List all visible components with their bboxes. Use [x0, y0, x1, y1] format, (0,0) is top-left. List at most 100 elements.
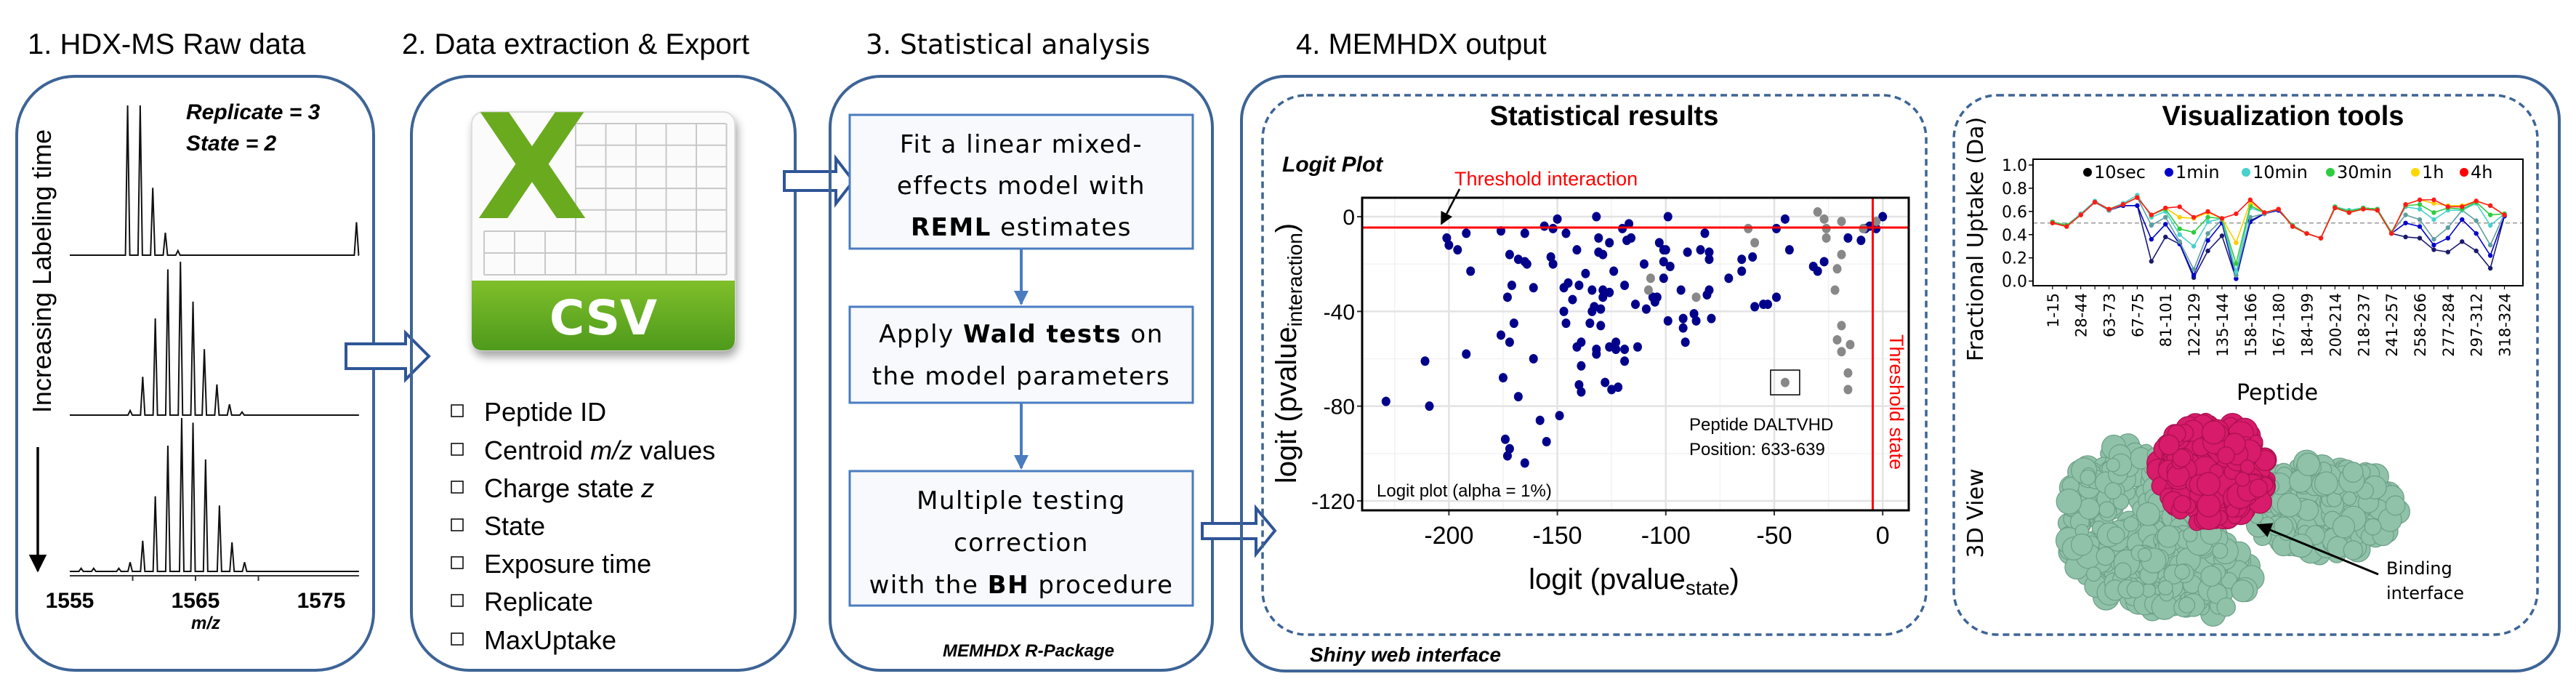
series-point	[2487, 242, 2493, 248]
series-point	[2205, 209, 2210, 214]
text-line: the model parameters	[872, 362, 1171, 391]
stats-panel-title: Statistical results	[1490, 101, 1719, 132]
series-point	[2346, 210, 2352, 215]
series-point	[2290, 224, 2295, 229]
data-point	[1502, 451, 1512, 461]
surface-atom	[2104, 482, 2122, 499]
series-point	[2318, 236, 2324, 241]
data-point	[1592, 344, 1601, 354]
mz-axis-label: m/z	[191, 614, 220, 633]
x-tick-label: 218-237	[2355, 293, 2372, 357]
legend-item: 1min	[2165, 162, 2220, 182]
series-point	[2388, 230, 2394, 236]
surface-atom	[2342, 491, 2357, 506]
data-point	[1676, 285, 1686, 295]
text-segment: on	[1122, 320, 1164, 349]
data-point	[1462, 349, 1471, 359]
x-tick-label: -200	[1424, 522, 1473, 550]
series-point	[2445, 236, 2451, 241]
data-point	[1633, 342, 1642, 352]
data-point	[1585, 318, 1595, 329]
data-point	[1505, 443, 1514, 454]
series-point	[2191, 267, 2197, 272]
surface-atom	[2217, 446, 2235, 465]
data-point	[1837, 347, 1846, 357]
surface-atom	[2197, 472, 2221, 497]
text-line: State	[484, 511, 545, 541]
text-segment: REML	[911, 213, 991, 242]
text-line: with the BH procedure	[869, 571, 1174, 600]
data-point	[1625, 219, 1634, 229]
mz-tick-label: 1565	[172, 589, 220, 613]
protein-3d-structure[interactable]	[2055, 412, 2410, 627]
series-line	[2052, 201, 2505, 279]
data-point	[1659, 257, 1668, 267]
surface-atom	[2249, 478, 2269, 498]
data-point	[1878, 212, 1888, 222]
flow-arrow-2-to-3	[783, 154, 856, 208]
series-point	[2502, 212, 2507, 217]
data-point	[1724, 273, 1734, 284]
text-line: effects model with	[897, 172, 1146, 201]
data-point	[1620, 356, 1630, 366]
text-line: Centroid m/z values	[484, 435, 715, 465]
text-line: Exposure time	[484, 549, 651, 579]
series-point	[2445, 204, 2451, 209]
data-point	[1496, 330, 1505, 340]
text-segment: BH	[988, 571, 1029, 600]
x-tick-label: 258-266	[2412, 293, 2429, 357]
x-axis-label: Peptide	[2237, 380, 2318, 406]
checkbox-icon	[451, 404, 464, 417]
text-segment: the model parameters	[872, 362, 1171, 391]
viz-panel-box	[1952, 94, 2539, 636]
data-point	[1819, 257, 1829, 267]
series-point	[2487, 253, 2493, 258]
legend-item: 4h	[2460, 162, 2492, 182]
logit-plot-title: Logit Plot	[1282, 153, 1384, 177]
checkbox-icon	[451, 594, 464, 607]
data-point	[1737, 254, 1747, 265]
data-point	[1574, 281, 1584, 291]
output-panel: Shiny web interface Statistical results …	[1240, 75, 2561, 672]
series-point	[2234, 261, 2239, 266]
y-tick-label: 0.8	[2002, 180, 2027, 198]
legend-label: 4h	[2471, 162, 2492, 182]
data-point	[1542, 437, 1551, 447]
export-field-item: State	[451, 511, 545, 541]
x-tick-label: 318-324	[2497, 293, 2514, 357]
x-tick-label: -150	[1533, 522, 1582, 550]
csv-label: CSV	[550, 290, 657, 346]
series-point	[2417, 197, 2423, 203]
series-point	[2205, 238, 2210, 243]
series-point	[2262, 210, 2267, 215]
text-segment: Exposure time	[484, 549, 651, 579]
protein-chain-right	[2237, 449, 2410, 566]
surface-atom	[2137, 547, 2152, 562]
export-field-item: Replicate	[451, 587, 593, 616]
series-point	[2460, 239, 2465, 244]
data-point	[1641, 304, 1651, 314]
raw-data-panel: Increasing Labeling time Replicate = 3 S…	[15, 75, 375, 672]
series-point	[2417, 206, 2423, 212]
data-point	[1513, 392, 1523, 402]
data-point	[1509, 318, 1518, 329]
series-point	[2403, 212, 2408, 217]
series-point	[2205, 214, 2210, 220]
highlighted-peptide-box	[1770, 369, 1800, 395]
legend-marker	[2326, 168, 2335, 177]
labeling-time-label: Increasing Labeling time	[27, 129, 57, 413]
export-box	[410, 75, 797, 672]
y-tick-label: 0	[1343, 206, 1355, 230]
text-segment: procedure	[1029, 571, 1173, 600]
surface-atom	[2136, 502, 2160, 526]
surface-atom	[2114, 562, 2132, 580]
data-point	[1572, 245, 1582, 255]
data-point	[1661, 245, 1670, 255]
series-point	[2135, 203, 2140, 209]
series-point	[2191, 230, 2197, 235]
series-point	[2177, 239, 2182, 244]
series-point	[2403, 220, 2408, 225]
data-point	[1822, 233, 1831, 243]
y-tick-label: 1.0	[2002, 157, 2027, 175]
plot-area	[1362, 198, 1909, 510]
